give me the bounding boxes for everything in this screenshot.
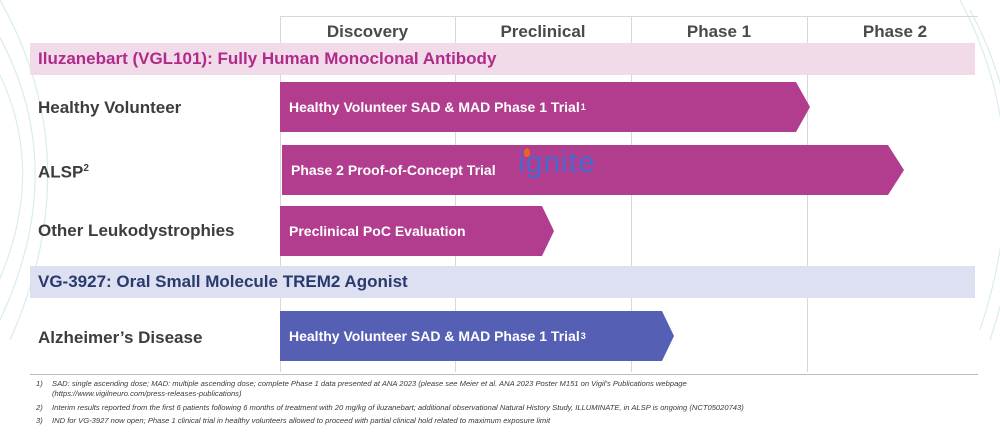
footnote-text: Interim results reported from the first … xyxy=(52,403,744,412)
footnote-number: 3) xyxy=(36,416,43,425)
row-label-text: Other Leukodystrophies xyxy=(38,221,235,240)
footnote-number: 2) xyxy=(36,403,43,412)
phase-header-preclinical: Preclinical xyxy=(500,22,586,41)
row-label-healthy-volunteer: Healthy Volunteer xyxy=(38,96,181,120)
row-label-footnote-marker: 2 xyxy=(83,163,89,174)
footnote-text: IND for VG-3927 now open; Phase 1 clinic… xyxy=(52,416,551,425)
bar-label: Healthy Volunteer SAD & MAD Phase 1 Tria… xyxy=(289,82,586,132)
bar-label: Phase 2 Proof-of-Concept Trial xyxy=(291,145,496,195)
footnote-text-continued: (https://www.vigilneuro.com/press-releas… xyxy=(52,389,242,398)
bar-alsp-phase2: Phase 2 Proof-of-Concept Trial xyxy=(282,145,904,195)
row-label-alsp: ALSP2 xyxy=(38,157,89,185)
bar-footnote-marker: 3 xyxy=(580,331,586,341)
row-label-alzheimers-disease: Alzheimer’s Disease xyxy=(38,326,202,350)
footnote-3: 3) IND for VG-3927 now open; Phase 1 cli… xyxy=(36,416,938,426)
bar-footnote-marker: 1 xyxy=(580,102,586,112)
bar-healthy-volunteer-phase1: Healthy Volunteer SAD & MAD Phase 1 Tria… xyxy=(280,82,810,132)
bar-label: Healthy Volunteer SAD & MAD Phase 1 Tria… xyxy=(289,311,586,361)
grid-line-discovery xyxy=(280,16,281,372)
section-title-vg3927: VG-3927: Oral Small Molecule TREM2 Agoni… xyxy=(30,266,975,298)
footnote-number: 1) xyxy=(36,379,43,388)
footnote-separator xyxy=(30,374,978,375)
bar-label-text: Preclinical PoC Evaluation xyxy=(289,223,466,239)
footnote-1: 1) SAD: single ascending dose; MAD: mult… xyxy=(36,379,938,399)
footnote-text: SAD: single ascending dose; MAD: multipl… xyxy=(52,379,687,388)
ignite-flame-icon xyxy=(524,148,530,157)
ignite-logo: ignite xyxy=(518,146,596,179)
bar-label: Preclinical PoC Evaluation xyxy=(289,206,466,256)
section-title-iluzanebart: Iluzanebart (VGL101): Fully Human Monocl… xyxy=(30,43,975,75)
footnote-2: 2) Interim results reported from the fir… xyxy=(36,403,938,413)
row-label-text: ALSP xyxy=(38,162,84,182)
grid-top-line xyxy=(280,16,978,17)
bar-alzheimers-phase1: Healthy Volunteer SAD & MAD Phase 1 Tria… xyxy=(280,311,674,361)
bar-label-text: Phase 2 Proof-of-Concept Trial xyxy=(291,162,496,178)
row-label-text: Healthy Volunteer xyxy=(38,98,182,117)
phase-header-phase1: Phase 1 xyxy=(686,22,752,41)
phase-header-phase2: Phase 2 xyxy=(862,22,928,41)
row-label-other-leukodystrophies: Other Leukodystrophies xyxy=(38,219,234,243)
bar-other-leukodystrophies-preclinical: Preclinical PoC Evaluation xyxy=(280,206,554,256)
row-label-text: Alzheimer’s Disease xyxy=(38,328,203,347)
phase-header-discovery: Discovery xyxy=(326,22,409,41)
bar-label-text: Healthy Volunteer SAD & MAD Phase 1 Tria… xyxy=(289,328,580,344)
bar-label-text: Healthy Volunteer SAD & MAD Phase 1 Tria… xyxy=(289,99,580,115)
